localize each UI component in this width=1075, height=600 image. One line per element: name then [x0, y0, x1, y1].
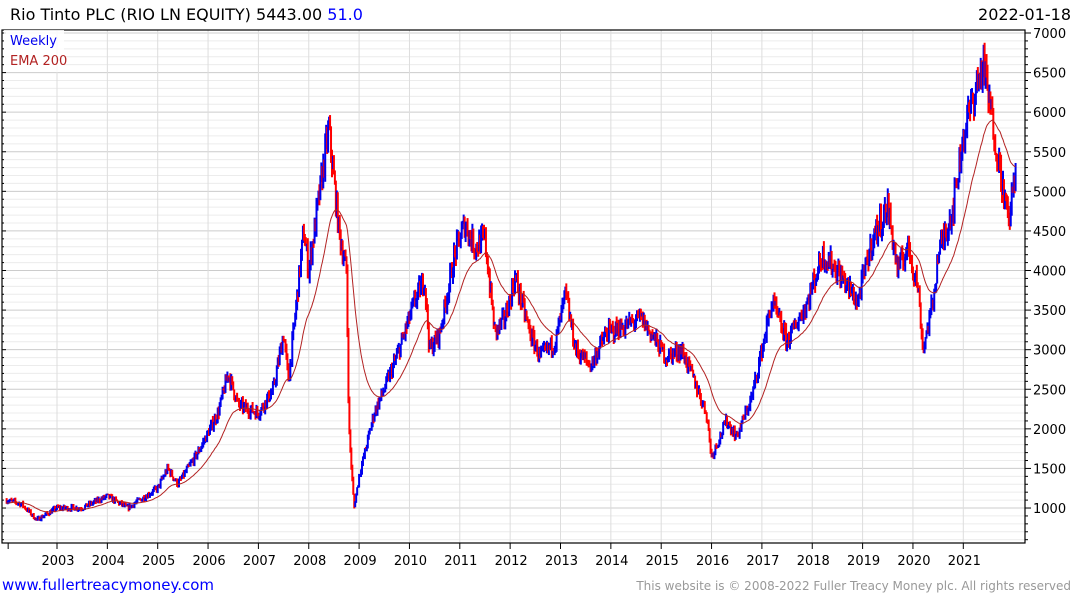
copyright-text: This website is © 2008-2022 Fuller Treac…: [636, 579, 1071, 593]
y-tick-label: 1500: [1033, 462, 1066, 477]
legend-ema: EMA 200: [10, 54, 67, 69]
chart-date: 2022-01-18: [978, 5, 1071, 24]
legend-weekly: Weekly: [10, 34, 57, 49]
x-tick-label: 2017: [746, 554, 779, 569]
y-tick-label: 4500: [1033, 225, 1066, 240]
title-text: Rio Tinto PLC (RIO LN EQUITY) 5443.00: [10, 5, 323, 24]
x-tick-label: 2010: [394, 554, 427, 569]
x-tick-label: 2003: [41, 554, 74, 569]
y-tick-label: 2500: [1033, 383, 1066, 398]
x-tick-label: 2018: [797, 554, 830, 569]
x-tick-label: 2011: [444, 554, 477, 569]
x-tick-label: 2015: [646, 554, 679, 569]
x-tick-label: 2008: [293, 554, 326, 569]
price-chart: 2003 2004 2005 2006 2007 2008 2009 2010 2011 2012…: [1, 27, 1066, 569]
x-tick-label: 2005: [142, 554, 175, 569]
axes: 2003 2004 2005 2006 2007 2008 2009 2010 2011 2012…: [1, 27, 1066, 569]
grid: [2, 30, 1025, 543]
x-tick-label: 2020: [897, 554, 930, 569]
x-tick-label: 2016: [696, 554, 729, 569]
chart-title: Rio Tinto PLC (RIO LN EQUITY) 5443.00 51…: [10, 5, 363, 24]
y-tick-label: 6000: [1033, 106, 1066, 121]
x-tick-label: 2019: [847, 554, 880, 569]
y-tick-label: 3000: [1033, 344, 1066, 359]
x-tick-label: 2009: [344, 554, 377, 569]
y-tick-label: 1000: [1033, 502, 1066, 517]
x-tick-label: 2021: [948, 554, 981, 569]
y-tick-label: 4000: [1033, 265, 1066, 280]
x-tick-label: 2004: [92, 554, 125, 569]
y-tick-label: 5500: [1033, 146, 1066, 161]
x-tick-label: 2007: [243, 554, 276, 569]
y-tick-label: 5000: [1033, 185, 1066, 200]
x-tick-label: 2013: [545, 554, 578, 569]
y-tick-label: 3500: [1033, 304, 1066, 319]
x-tick-label: 2012: [495, 554, 528, 569]
x-tick-label: 2006: [193, 554, 226, 569]
y-tick-label: 7000: [1033, 27, 1066, 42]
x-tick-label: 2014: [595, 554, 628, 569]
website-link[interactable]: www.fullertreacymoney.com: [2, 576, 215, 594]
y-tick-label: 6500: [1033, 67, 1066, 82]
ema-line: [6, 119, 1016, 513]
price-bars: [5, 42, 1017, 522]
price-change: 51.0: [327, 5, 363, 24]
y-tick-label: 2000: [1033, 423, 1066, 438]
